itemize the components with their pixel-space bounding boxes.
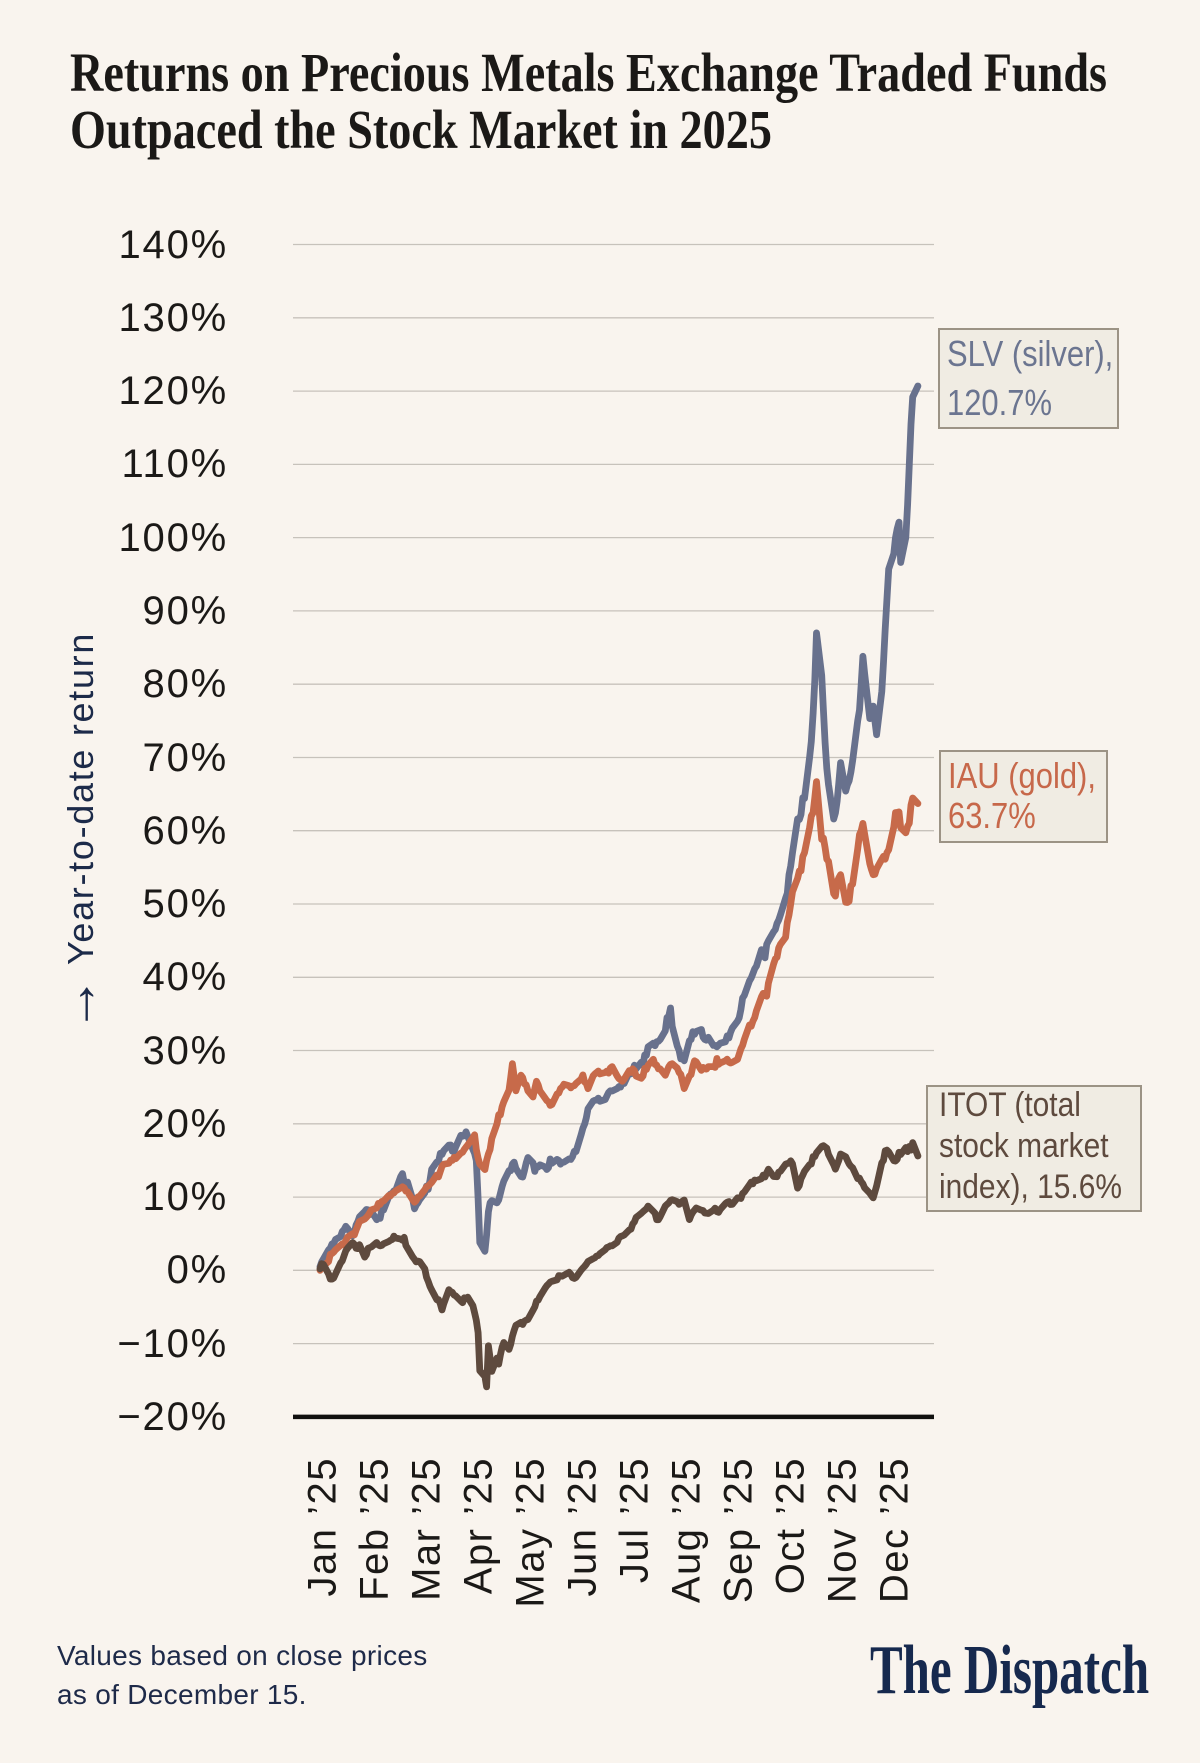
- svg-text:Feb ’25: Feb ’25: [353, 1457, 397, 1601]
- svg-text:Nov ’25: Nov ’25: [821, 1457, 865, 1603]
- svg-text:Sep ’25: Sep ’25: [717, 1457, 761, 1603]
- svg-text:Mar ’25: Mar ’25: [405, 1457, 449, 1601]
- svg-text:May ’25: May ’25: [509, 1457, 553, 1608]
- svg-text:Dec ’25: Dec ’25: [873, 1457, 917, 1603]
- svg-text:Jun ’25: Jun ’25: [561, 1457, 605, 1596]
- svg-text:Jan ’25: Jan ’25: [301, 1457, 345, 1596]
- svg-text:Oct ’25: Oct ’25: [769, 1457, 813, 1594]
- svg-text:Apr ’25: Apr ’25: [457, 1457, 501, 1594]
- svg-text:Jul ’25: Jul ’25: [613, 1457, 657, 1583]
- svg-text:Aug ’25: Aug ’25: [665, 1457, 709, 1603]
